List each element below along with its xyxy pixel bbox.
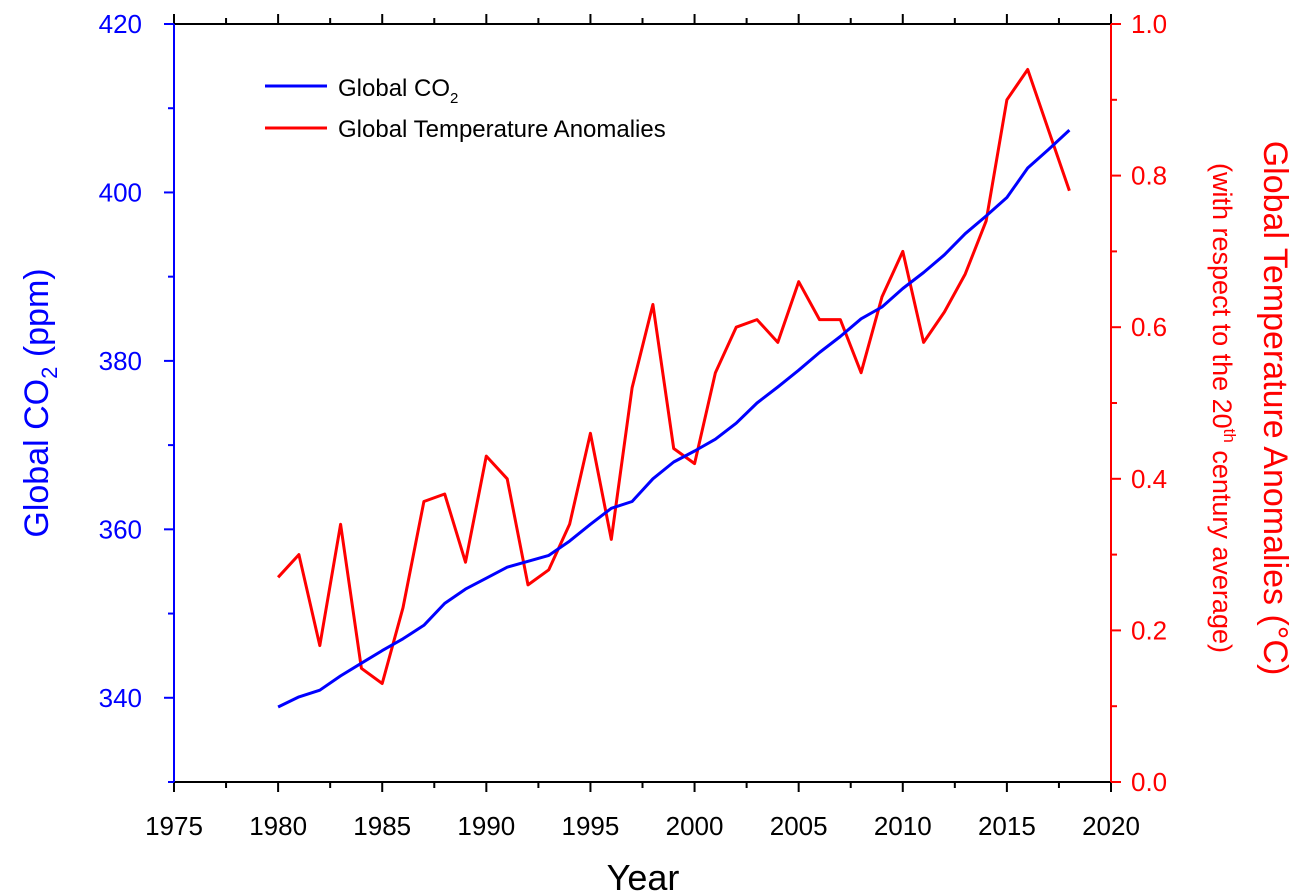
x-tick-label: 2015 — [978, 811, 1036, 841]
series-layer — [276, 68, 1071, 709]
y-right-tick-label: 0.6 — [1131, 312, 1167, 342]
y-left-tick-label: 400 — [99, 177, 142, 207]
legend-co2-label: Global CO2 — [338, 75, 458, 107]
x-tick-label: 2000 — [666, 811, 724, 841]
y-right-axis-subtitle: (with respect to the 20th century averag… — [1207, 163, 1239, 653]
co2-line — [277, 129, 1071, 709]
y-left-tick-label: 380 — [99, 346, 142, 376]
x-axis-title: Year — [607, 857, 680, 896]
y-left-tick-label: 340 — [99, 683, 142, 713]
y-left-tick-label: 420 — [99, 9, 142, 39]
y-right-tick-label: 0.8 — [1131, 161, 1167, 191]
x-tick-label: 2005 — [770, 811, 828, 841]
y-right-axis-title: Global Temperature Anomalies (°C) — [1256, 141, 1294, 676]
y-right-tick-label: 0.2 — [1131, 615, 1167, 645]
x-tick-label: 2020 — [1082, 811, 1140, 841]
x-tick-label: 2010 — [874, 811, 932, 841]
legend-temp-label: Global Temperature Anomalies — [338, 116, 666, 143]
y-right-tick-label: 0.4 — [1131, 464, 1167, 494]
y-left-tick-label: 360 — [99, 514, 142, 544]
y-left-axis-title: Global CO2 (ppm) — [18, 268, 62, 537]
x-tick-label: 1985 — [353, 811, 411, 841]
temperature-anomaly-line — [276, 68, 1071, 685]
legend: Global CO2 Global Temperature Anomalies — [265, 75, 666, 143]
y-right-tick-label: 0.0 — [1131, 767, 1167, 797]
x-tick-label: 1995 — [562, 811, 620, 841]
x-tick-label: 1975 — [145, 811, 203, 841]
axes: 1975 1980 1985 1990 1995 2000 2005 2010 2015 2020… — [99, 9, 1168, 841]
x-tick-label: 1980 — [249, 811, 307, 841]
y-right-tick-label: 1.0 — [1131, 9, 1167, 39]
x-tick-label: 1990 — [457, 811, 515, 841]
